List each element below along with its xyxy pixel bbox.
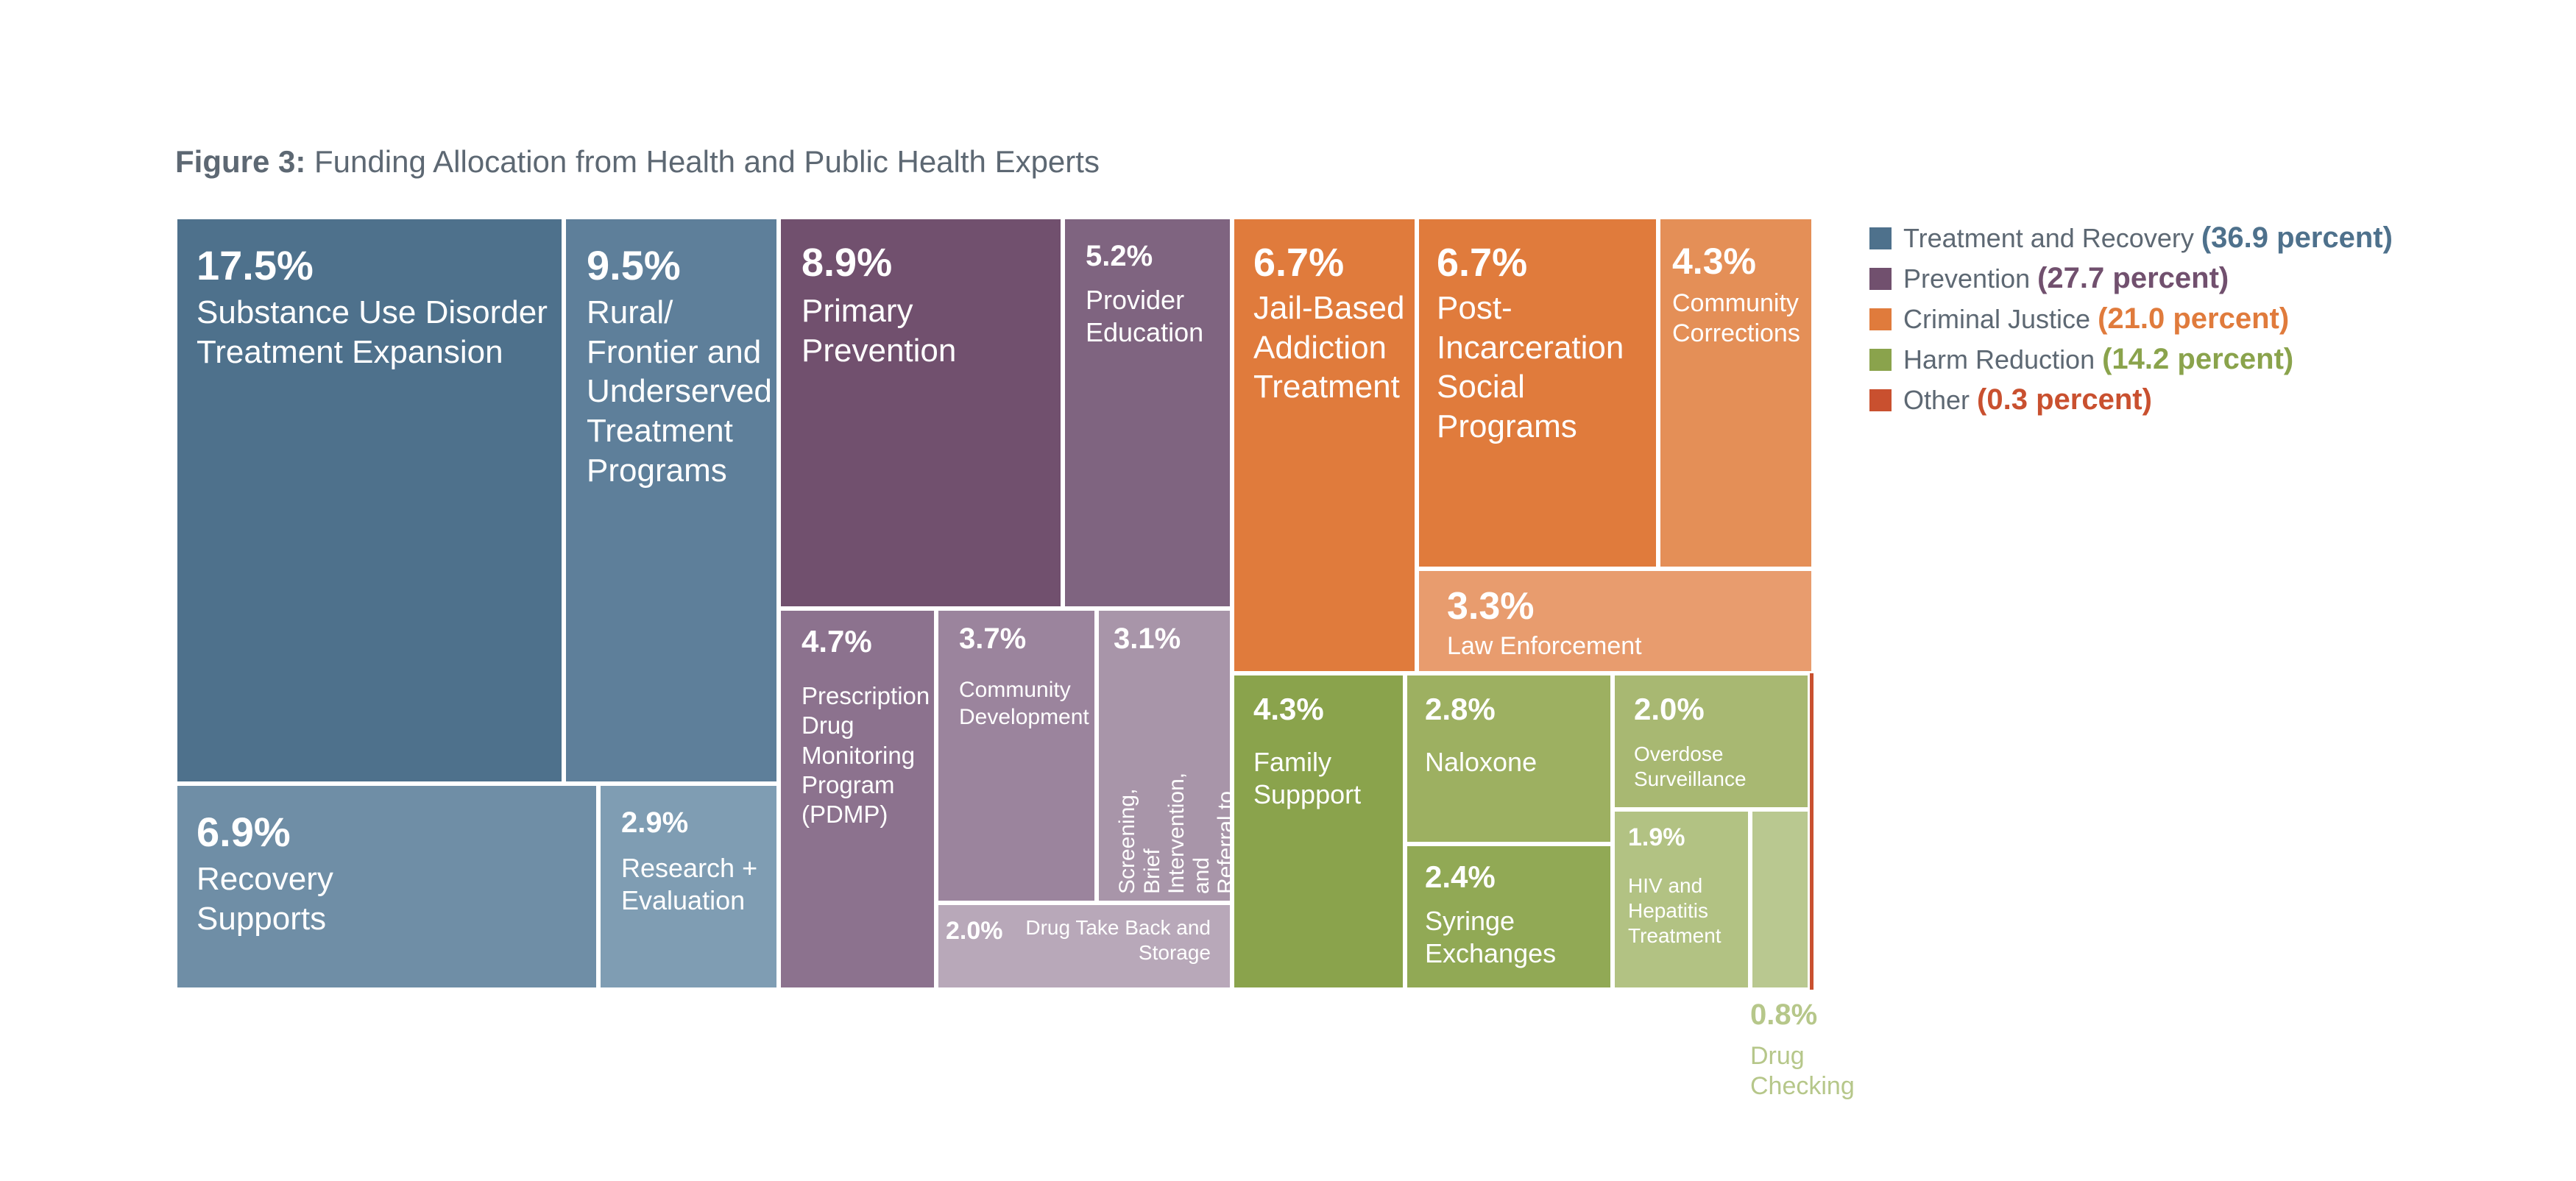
tile-percent: 2.0% [1634, 692, 1705, 726]
treemap-tile: 4.3% Family Suppport [1232, 673, 1405, 990]
legend-item: Prevention (27.7 percent) [1869, 258, 2393, 299]
legend-swatch [1869, 267, 1892, 290]
tile-percent: 6.7% [1437, 241, 1528, 285]
tile-percent: 4.3% [1253, 692, 1324, 726]
tile-label: HIV and Hepatitis Treatment [1628, 874, 1722, 948]
tile-label: Prescription Drug Monitoring Program (PD… [802, 682, 930, 828]
tile-label: Community Development [959, 678, 1089, 729]
legend-label: Criminal Justice [1903, 303, 2091, 334]
treemap-tile: 17.5% Substance Use Disorder Treatment Ex… [175, 217, 564, 784]
legend: Treatment and Recovery (36.9 percent) Prev… [1869, 218, 2393, 420]
treemap-tile: 3.7% Community Development [936, 609, 1097, 903]
tile-percent: 17.5% [197, 242, 314, 288]
treemap-tile: 2.0% Overdose Surveillance [1613, 673, 1810, 809]
treemap-tile: 2.9% Research + Evaluation [598, 784, 779, 990]
treemap-tile: 6.9% Recovery Supports [175, 784, 598, 990]
tile-percent: 8.9% [802, 241, 893, 285]
treemap-tile: 3.3% Law Enforcement [1417, 569, 1814, 673]
tile-percent: 6.7% [1253, 241, 1345, 285]
tile-label: Post- Incarceration Social Programs [1437, 290, 1624, 445]
tile-percent-external: 0.8% [1750, 999, 1818, 1031]
legend-percent: (27.7 percent) [2037, 262, 2229, 294]
legend-percent: (14.2 percent) [2102, 343, 2294, 375]
treemap-tile: 3.1% Screening, Brief Intervention, and R… [1097, 609, 1232, 903]
tile-percent: 9.5% [587, 242, 681, 288]
legend-swatch [1869, 227, 1892, 249]
tile-label: Law Enforcement [1447, 632, 1642, 660]
treemap-tile [1750, 809, 1810, 990]
legend-label: Other [1903, 384, 1970, 415]
tile-label-external: Drug Checking [1750, 1042, 1855, 1100]
legend-swatch [1869, 348, 1892, 371]
treemap-tile: 8.9% Primary Prevention [779, 217, 1063, 609]
chart-title-text: Funding Allocation from Health and Publi… [314, 144, 1100, 179]
legend-swatch [1869, 308, 1892, 330]
tile-label: Community Corrections [1672, 289, 1800, 348]
tile-label: Drug Take Back and Storage [1025, 916, 1211, 965]
legend-percent: (36.9 percent) [2201, 221, 2393, 254]
treemap-tile: 2.0% Drug Take Back and Storage [936, 903, 1232, 990]
tile-label: Research + Evaluation [621, 853, 758, 915]
legend-percent: (0.3 percent) [1977, 383, 2152, 416]
treemap-tile: 4.7% Prescription Drug Monitoring Program… [779, 609, 936, 990]
tile-percent: 6.9% [197, 809, 291, 855]
legend-item: Criminal Justice (21.0 percent) [1869, 299, 2393, 339]
treemap-tile: 2.8% Naloxone [1405, 673, 1613, 844]
tile-label: Rural/ Frontier and Underserved Treatmen… [587, 294, 772, 489]
tile-percent: 4.7% [802, 624, 872, 659]
legend-label: Harm Reduction [1903, 344, 2095, 375]
tile-percent: 2.8% [1425, 692, 1496, 726]
tile-percent: 5.2% [1086, 240, 1153, 272]
tile-label: Substance Use Disorder Treatment Expansi… [197, 294, 548, 370]
treemap-tile: 4.3% Community Corrections [1658, 217, 1814, 569]
tile-label: Primary Prevention [802, 293, 957, 369]
chart-title: Figure 3: Funding Allocation from Health… [175, 144, 1100, 180]
legend-label: Treatment and Recovery [1903, 222, 2194, 253]
treemap-tile: 9.5% Rural/ Frontier and Underserved Trea… [564, 217, 779, 784]
tile-percent: 3.3% [1447, 585, 1535, 628]
treemap-tile: 1.9% HIV and Hepatitis Treatment [1613, 809, 1750, 990]
legend-label: Prevention [1903, 263, 2031, 294]
treemap-tile: 2.4% Syringe Exchanges [1405, 844, 1613, 990]
legend-item: Harm Reduction (14.2 percent) [1869, 339, 2393, 380]
treemap-tile: 6.7% Jail-Based Addiction Treatment [1232, 217, 1417, 673]
tile-label: Syringe Exchanges [1425, 906, 1557, 968]
tile-percent: 1.9% [1628, 823, 1685, 851]
tile-percent: 2.0% [946, 917, 1003, 945]
treemap: 17.5% Substance Use Disorder Treatment Ex… [175, 217, 1855, 1100]
tile-percent: 2.4% [1425, 859, 1496, 894]
tile-label: Jail-Based Addiction Treatment [1253, 290, 1405, 405]
legend-item: Other (0.3 percent) [1869, 380, 2393, 420]
legend-item: Treatment and Recovery (36.9 percent) [1869, 218, 2393, 258]
figure-number: Figure 3: [175, 144, 306, 179]
tile-label: Overdose Surveillance [1634, 742, 1747, 791]
legend-percent: (21.0 percent) [2098, 302, 2290, 335]
treemap-tile: 5.2% Provider Education [1063, 217, 1232, 609]
tile-percent: 2.9% [621, 806, 689, 839]
tile-percent: 3.7% [959, 623, 1027, 655]
tile-label: Recovery Supports [197, 861, 333, 937]
legend-swatch [1869, 389, 1892, 411]
tile-label: Naloxone [1425, 747, 1538, 777]
tile-label: Provider Education [1086, 285, 1204, 347]
tile-label: Family Suppport [1253, 747, 1362, 809]
tile-percent: 3.1% [1114, 623, 1181, 655]
tile-label: Screening, Brief Intervention, and Refer… [1115, 772, 1232, 894]
tile-percent: 4.3% [1672, 241, 1756, 282]
treemap-tile: 6.7% Post- Incarceration Social Programs [1417, 217, 1658, 569]
treemap-tile [1810, 673, 1814, 990]
